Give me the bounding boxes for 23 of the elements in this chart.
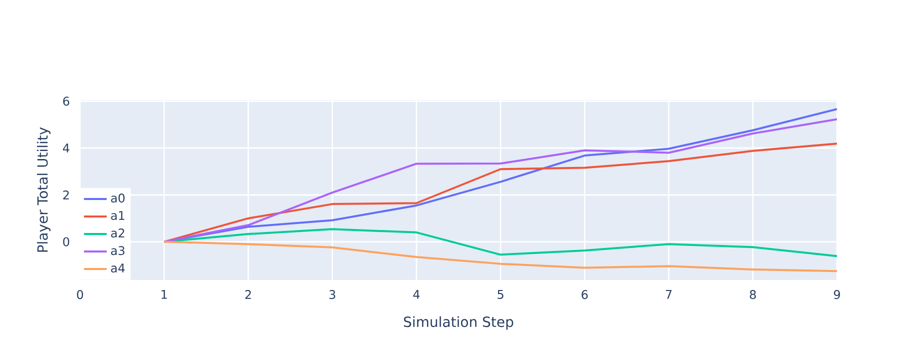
x-tick-label: 5 [498,290,504,299]
x-tick-label: 6 [582,290,588,300]
y-tick-label: 4 [62,144,70,152]
x-tick-label: 2 [245,290,251,299]
legend-label: a4 [111,264,125,273]
x-tick-label: 8 [750,290,756,300]
y-tick-label: 6 [63,96,70,106]
x-tick-label: 0 [76,290,84,300]
legend-label: a0 [111,194,125,203]
legend-label: a1 [111,211,124,220]
x-tick-label: 4 [413,290,420,299]
y-tick-label: 2 [63,190,69,200]
x-axis-title: Simulation Step [404,316,514,330]
x-tick-label: 7 [666,290,672,299]
y-axis-title: Player Total Utility [36,127,51,252]
y-tick-label: 0 [63,237,70,246]
legend-label: a3 [111,246,124,256]
x-tick-label: 3 [329,290,336,300]
legend-label: a2 [111,228,124,238]
line-series [163,240,837,272]
x-tick-label: 9 [834,290,840,300]
x-tick-label: 1 [162,290,167,299]
line-series [163,142,837,243]
